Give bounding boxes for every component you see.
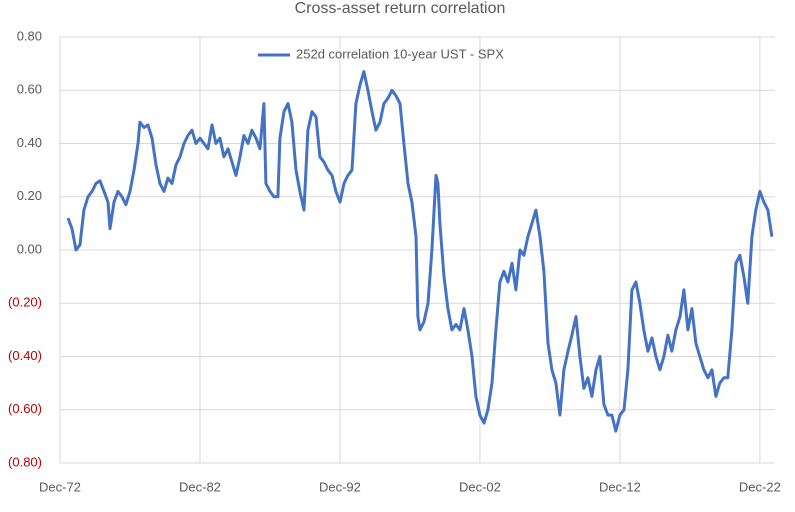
x-tick-label: Dec-22 xyxy=(739,479,781,494)
x-tick-label: Dec-92 xyxy=(319,479,361,494)
y-tick-label: (0.80) xyxy=(8,454,42,469)
y-tick-label: 0.80 xyxy=(17,28,42,43)
y-tick-label: 0.40 xyxy=(17,135,42,150)
y-tick-label: 0.00 xyxy=(17,241,42,256)
x-tick-label: Dec-02 xyxy=(459,479,501,494)
chart-title: Cross-asset return correlation xyxy=(295,0,506,17)
series-line xyxy=(66,70,774,433)
y-tick-label: 0.20 xyxy=(17,188,42,203)
y-tick-label: 0.60 xyxy=(17,82,42,97)
y-tick-label: (0.40) xyxy=(8,348,42,363)
y-tick-label: (0.60) xyxy=(8,401,42,416)
x-tick-label: Dec-82 xyxy=(179,479,221,494)
x-tick-label: Dec-72 xyxy=(39,479,81,494)
y-tick-label: (0.20) xyxy=(8,295,42,310)
legend-label: 252d correlation 10-year UST - SPX xyxy=(296,46,504,61)
x-tick-label: Dec-12 xyxy=(599,479,641,494)
